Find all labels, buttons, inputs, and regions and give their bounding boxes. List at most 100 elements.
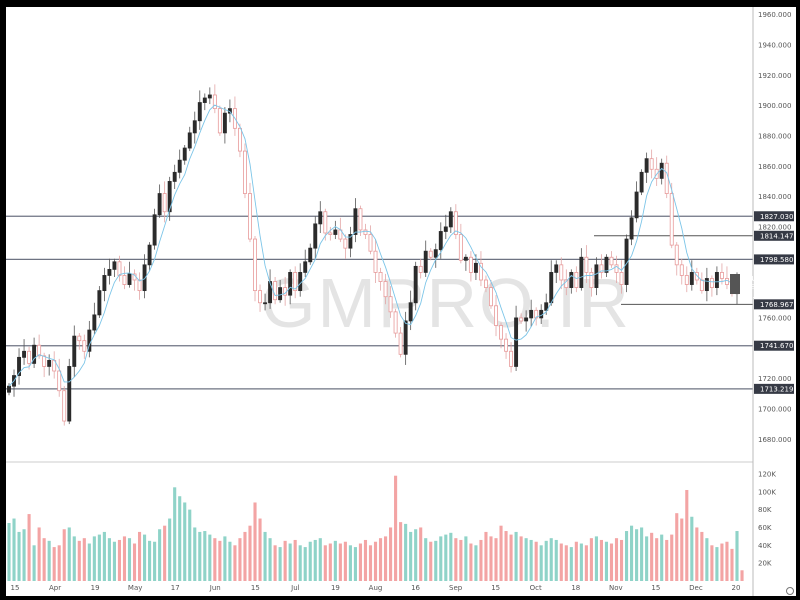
volume-bar	[720, 543, 724, 581]
volume-bar	[283, 540, 287, 581]
volume-bar	[409, 531, 413, 581]
volume-bar	[524, 538, 528, 581]
moving-average-line	[8, 104, 738, 387]
volume-bar	[143, 534, 147, 581]
candle-body	[22, 350, 27, 358]
candle-body	[298, 272, 303, 292]
candle-body	[37, 344, 42, 357]
candle-body	[629, 217, 634, 240]
volume-bar	[519, 536, 523, 581]
candle-body	[423, 250, 428, 273]
candle-body	[584, 256, 589, 273]
volume-bar	[439, 536, 443, 581]
candlestick-chart[interactable]: GMPRO.IR 1960.000 1940.000 1920.000 1900.00…	[6, 7, 796, 596]
volume-bar	[77, 540, 81, 581]
settings-gear-icon[interactable]	[786, 587, 794, 595]
time-tick-label: Oct	[530, 584, 542, 592]
volume-bar	[474, 545, 478, 581]
volume-bar	[665, 539, 669, 581]
candle-body	[318, 211, 323, 225]
watermark: GMPRO.IR	[261, 264, 631, 342]
time-tick-label: 18	[571, 584, 580, 592]
time-tick-label: 15	[11, 584, 20, 592]
volume-bar	[559, 543, 563, 581]
candle-body	[333, 229, 338, 235]
candle-body	[137, 279, 142, 292]
volume-bar	[509, 534, 513, 581]
volume-bar	[218, 540, 222, 581]
volume-bar	[353, 547, 357, 581]
time-axis: 15 Apr 19 May 17 Jun 15 Jul 19 Aug 16 Sep 15 Oct 18 Nov…	[11, 584, 741, 592]
volume-bar	[695, 527, 699, 581]
candle-body	[494, 305, 498, 326]
candle-body	[308, 247, 313, 263]
price-tick-label: 1760.000	[758, 314, 791, 322]
volume-tick-label: 60K	[758, 524, 772, 532]
candle-body	[388, 296, 393, 313]
time-tick-label: Jul	[290, 584, 300, 592]
volume-bar	[318, 538, 322, 581]
symbol-label: XAUUSD	[742, 275, 772, 283]
price-tick-label: 1820.000	[758, 223, 791, 231]
candle-body	[659, 162, 664, 179]
candle-body	[102, 275, 107, 292]
candle-body	[177, 159, 182, 173]
volume-bar	[584, 545, 588, 581]
volume-bar	[469, 543, 473, 581]
level-label-box	[754, 340, 794, 351]
price-tick-label: 1840.000	[758, 193, 791, 201]
volume-bar	[122, 536, 127, 581]
candle-body	[72, 335, 77, 367]
candle-body	[202, 97, 207, 103]
volume-bar	[534, 541, 538, 581]
volume-bar	[223, 536, 227, 581]
candle-body	[248, 193, 252, 240]
volume-bar	[343, 541, 347, 581]
volume-bar	[258, 518, 262, 581]
time-tick-label: 15	[651, 584, 660, 592]
candle-body	[408, 302, 413, 322]
candle-body	[42, 355, 47, 367]
candle-body	[222, 112, 227, 134]
candle-body	[554, 264, 559, 273]
candle-body	[192, 120, 197, 134]
volume-bar	[148, 540, 152, 581]
volume-bar	[489, 536, 493, 581]
volume-bar	[358, 543, 363, 581]
candle-body	[448, 211, 453, 228]
volume-bar	[655, 538, 659, 581]
level-label: 1798.580	[760, 256, 793, 264]
candle-body	[263, 302, 268, 305]
volume-bar	[705, 538, 709, 581]
candle-body	[704, 278, 709, 292]
volume-bar	[328, 543, 332, 581]
volume-bar	[323, 545, 327, 581]
candle-body	[373, 250, 378, 273]
price-tick-label: 1940.000	[758, 41, 791, 49]
candle-body	[639, 171, 644, 193]
volume-bar	[107, 538, 111, 581]
candle-body	[524, 317, 529, 322]
volume-bar	[564, 545, 568, 581]
volume-bar	[484, 531, 488, 581]
volume-bar	[168, 518, 172, 581]
volume-bar	[193, 527, 197, 581]
volume-tick-label: 120K	[758, 470, 776, 478]
time-tick-label: Jun	[209, 584, 221, 592]
candle-body	[293, 272, 298, 292]
volume-bar	[514, 531, 518, 581]
candle-body	[343, 238, 348, 249]
candle-body	[619, 272, 624, 285]
candle-body	[664, 162, 669, 194]
volume-bar	[630, 525, 634, 581]
candle-body	[363, 229, 368, 235]
candle-body	[714, 272, 719, 288]
volume-bar	[32, 545, 36, 581]
price-tick-label: 1960.000	[758, 11, 791, 19]
volume-bar	[72, 536, 76, 581]
candle-body	[253, 238, 257, 292]
volume-bar	[42, 538, 46, 581]
candle-body	[107, 268, 112, 276]
candle-body	[609, 256, 614, 266]
candle-body	[152, 214, 157, 246]
